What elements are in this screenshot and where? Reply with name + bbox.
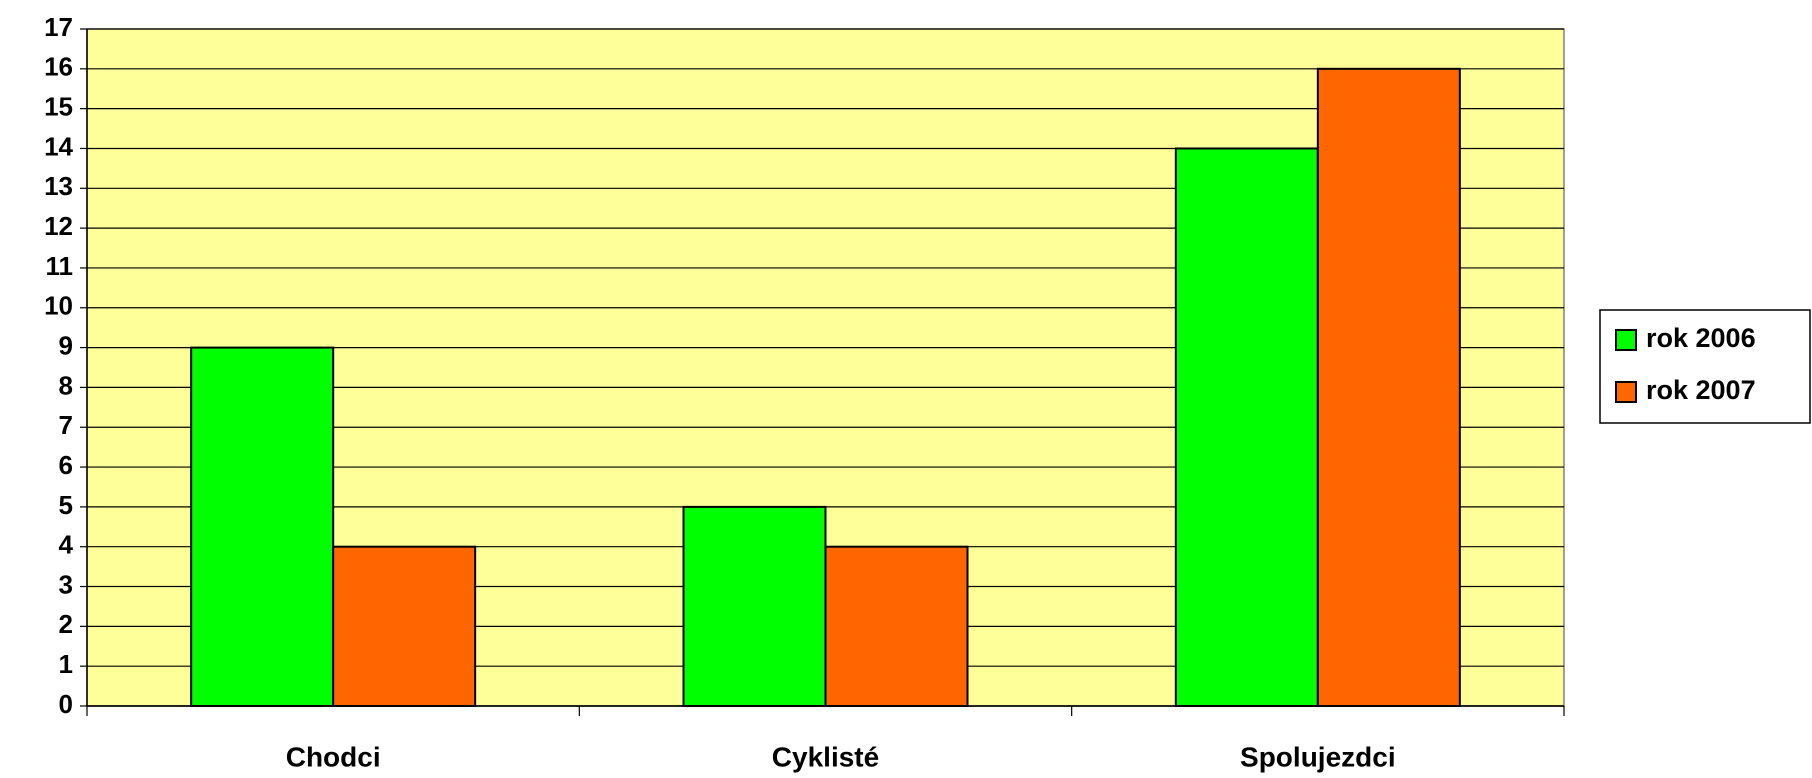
bar xyxy=(190,346,335,707)
y-tick-label: 0 xyxy=(59,689,73,719)
bar xyxy=(682,505,827,707)
y-tick-label: 2 xyxy=(59,609,73,639)
y-tick-label: 7 xyxy=(59,410,73,440)
y-tick-label: 17 xyxy=(44,12,73,42)
y-tick-label: 8 xyxy=(59,370,73,400)
y-tick-label: 15 xyxy=(44,92,73,122)
y-tick-label: 12 xyxy=(44,211,73,241)
legend-swatch xyxy=(1615,329,1637,351)
legend-swatch xyxy=(1615,381,1637,403)
bar xyxy=(332,545,477,707)
x-tick-label: Chodci xyxy=(286,741,381,772)
legend-label: rok 2006 xyxy=(1646,323,1756,353)
x-tick-label: Cyklisté xyxy=(772,741,879,772)
y-tick-label: 1 xyxy=(59,649,73,679)
bar xyxy=(1174,147,1319,707)
y-tick-label: 4 xyxy=(59,530,74,560)
x-tick-label: Spolujezdci xyxy=(1240,741,1396,772)
y-tick-label: 6 xyxy=(59,450,73,480)
bar xyxy=(1316,67,1461,707)
y-tick-label: 14 xyxy=(44,131,73,161)
legend-box xyxy=(1599,309,1811,424)
bar xyxy=(824,545,969,707)
y-tick-label: 9 xyxy=(59,330,73,360)
legend-label: rok 2007 xyxy=(1646,375,1756,405)
y-tick-label: 13 xyxy=(44,171,73,201)
y-tick-label: 3 xyxy=(59,569,73,599)
y-tick-label: 10 xyxy=(44,291,73,321)
y-tick-label: 16 xyxy=(44,52,73,82)
y-tick-label: 5 xyxy=(59,490,73,520)
y-tick-label: 11 xyxy=(46,251,74,281)
